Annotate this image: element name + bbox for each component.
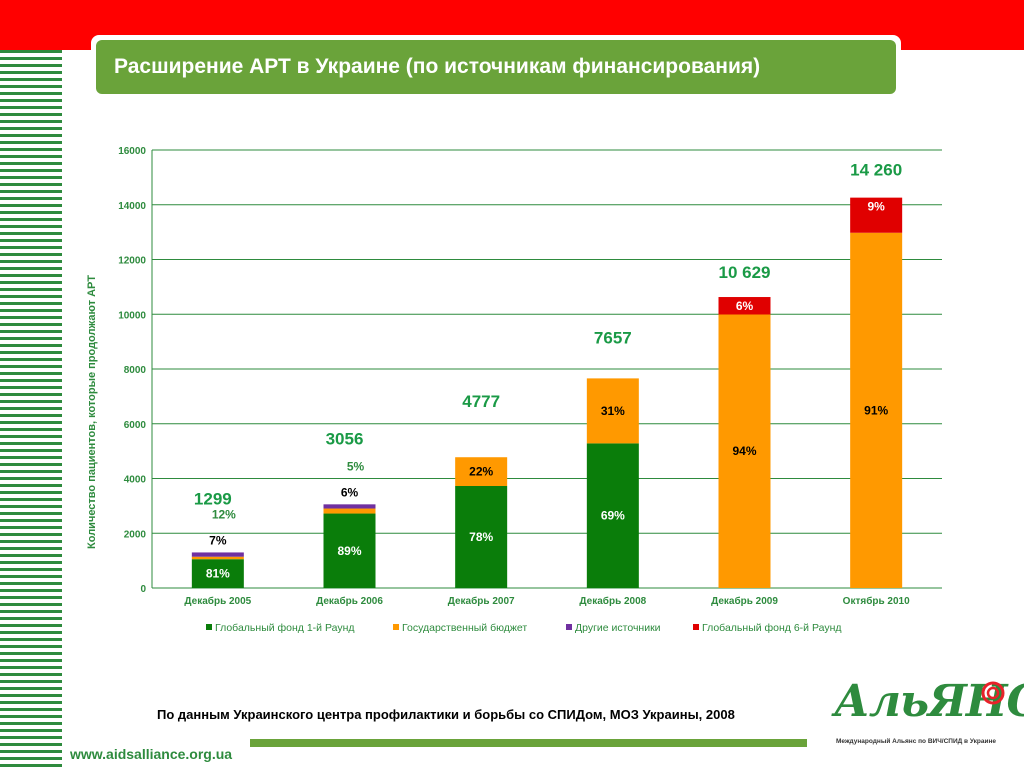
logo-caption: Международный Альянс по ВИЧ/СПИД в Украи… — [836, 738, 997, 745]
y-tick-labels: 0 2000 4000 6000 8000 10000 12000 14000 16000 — [118, 146, 146, 595]
bar-segment — [850, 232, 903, 588]
y-tick-label: 6000 — [124, 420, 147, 431]
segment-percent-label: 94% — [732, 444, 756, 458]
legend-swatch — [206, 624, 212, 630]
y-tick-label: 0 — [140, 584, 146, 595]
segment-percent-label: 6% — [736, 299, 754, 313]
bar-total-label: 10 629 — [719, 263, 771, 282]
bar-total-label: 1299 — [194, 489, 232, 508]
legend: Глобальный фонд 1-й Раунд Государственный… — [206, 622, 842, 634]
legend-item: Глобальный фонд 1-й Раунд — [206, 622, 355, 634]
y-tick-label: 2000 — [124, 529, 147, 540]
segment-percent-label: 31% — [601, 404, 625, 418]
y-tick-label: 14000 — [118, 201, 146, 212]
legend-label: Глобальный фонд 1-й Раунд — [215, 622, 355, 634]
segment-percent-label: 7% — [209, 533, 227, 547]
bars — [191, 197, 903, 588]
x-tick-label: Декабрь 2006 — [316, 595, 383, 607]
gridlines — [151, 149, 942, 589]
bar-total-label: 4777 — [462, 392, 500, 411]
bar-segment — [191, 556, 244, 560]
segment-percent-label: 78% — [469, 530, 493, 544]
y-tick-label: 12000 — [118, 256, 146, 267]
bar-segment — [455, 486, 508, 588]
segment-percent-label: 12% — [212, 507, 236, 521]
legend-swatch — [393, 624, 399, 630]
legend-item: Другие источники — [566, 622, 661, 634]
bar-segment — [191, 559, 244, 588]
bar-total-label: 7657 — [594, 328, 632, 347]
source-note: По данным Украинского центра профилактик… — [157, 707, 735, 722]
bar-segment — [455, 457, 508, 487]
segment-percent-label: 9% — [867, 200, 885, 214]
website-link[interactable]: www.aidsalliance.org.ua — [70, 746, 233, 762]
bar-segment — [191, 552, 244, 557]
legend-item: Государственный бюджет — [393, 622, 527, 634]
bar-segment — [323, 508, 376, 514]
x-tick-label: Декабрь 2005 — [184, 595, 251, 607]
bar-segment — [718, 297, 771, 315]
slide-title: Расширение АРТ в Украине (по источникам … — [114, 55, 761, 78]
bar-segment — [323, 504, 376, 509]
bar-segment — [718, 314, 771, 588]
x-tick-label: Декабрь 2009 — [711, 595, 778, 607]
legend-label: Другие источники — [575, 622, 661, 634]
legend-item: Глобальный фонд 6-й Раунд — [693, 622, 842, 634]
segment-percent-label: 81% — [206, 567, 230, 581]
segment-percent-label: 91% — [864, 403, 888, 417]
alliance-logo: АльЯНС Международный Альянс по ВИЧ/СПИД … — [830, 676, 1024, 756]
left-stripe-decoration — [0, 50, 62, 768]
x-tick-label: Декабрь 2007 — [448, 595, 515, 607]
bar-total-label: 3056 — [326, 429, 364, 448]
logo-swirl-icon — [981, 681, 1005, 705]
y-tick-label: 4000 — [124, 475, 147, 486]
segment-percent-label: 69% — [601, 509, 625, 523]
x-tick-label: Октябрь 2010 — [843, 595, 910, 607]
x-tick-label: Декабрь 2008 — [579, 595, 646, 607]
y-tick-label: 16000 — [118, 146, 146, 157]
legend-label: Глобальный фонд 6-й Раунд — [702, 622, 842, 634]
segment-percent-label: 5% — [347, 459, 365, 473]
segment-percent-label: 89% — [337, 544, 361, 558]
legend-swatch — [693, 624, 699, 630]
segment-percent-label: 6% — [341, 485, 359, 499]
footer-divider — [250, 739, 807, 747]
x-tick-labels: Декабрь 2005 Декабрь 2006 Декабрь 2007 Дека… — [184, 595, 910, 607]
bar-segment — [586, 443, 639, 588]
segment-percent-label: 22% — [469, 465, 493, 479]
y-tick-label: 8000 — [124, 365, 147, 376]
bar-segment — [586, 378, 639, 444]
legend-label: Государственный бюджет — [402, 622, 527, 634]
bar-total-label: 14 260 — [850, 161, 902, 180]
title-banner: Расширение АРТ в Украине (по источникам … — [96, 40, 896, 94]
y-axis-label: Количество пациентов, которые продолжают… — [86, 275, 98, 549]
bar-segment — [323, 513, 376, 588]
legend-swatch — [566, 624, 572, 630]
y-tick-label: 10000 — [118, 310, 146, 321]
bar-segment — [850, 197, 903, 233]
bar-labels: 81% 7% 12%1299 89% 6% 5% 3056 78% 22% 4777 69% 31% 7… — [194, 161, 902, 581]
